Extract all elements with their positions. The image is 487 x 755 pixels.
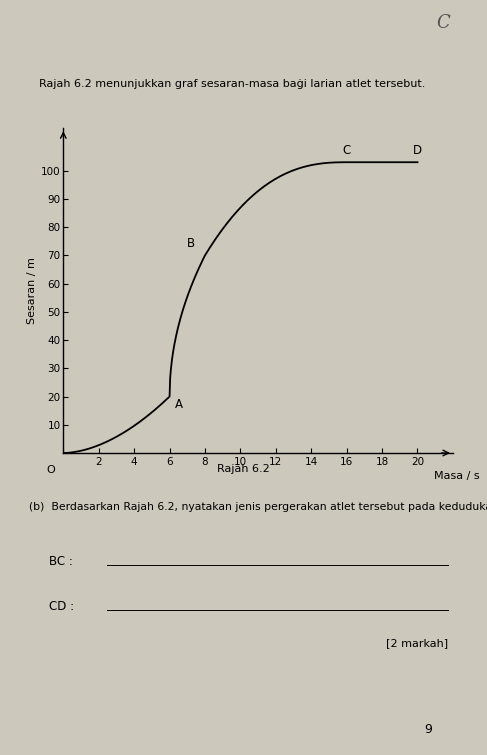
Text: C: C <box>436 14 450 32</box>
Text: Rajah 6.2 menunjukkan graf sesaran-masa baġi larian atlet tersebut.: Rajah 6.2 menunjukkan graf sesaran-masa … <box>39 79 425 89</box>
Text: Masa / s: Masa / s <box>434 470 480 481</box>
Text: D: D <box>413 143 422 156</box>
Text: Rajah 6.2: Rajah 6.2 <box>217 464 270 474</box>
Text: C: C <box>342 143 351 156</box>
Text: B: B <box>187 237 195 250</box>
Text: [2 markah]: [2 markah] <box>386 638 448 648</box>
Text: O: O <box>47 465 56 475</box>
Text: A: A <box>174 398 183 411</box>
Text: (b)  Berdasarkan Rajah 6.2, nyatakan jenis pergerakan atlet tersebut pada kedudu: (b) Berdasarkan Rajah 6.2, nyatakan jeni… <box>29 502 487 512</box>
Text: BC :: BC : <box>49 555 73 568</box>
Text: CD :: CD : <box>49 600 74 613</box>
Y-axis label: Sesaran / m: Sesaran / m <box>27 257 37 324</box>
Text: 9: 9 <box>425 723 432 736</box>
